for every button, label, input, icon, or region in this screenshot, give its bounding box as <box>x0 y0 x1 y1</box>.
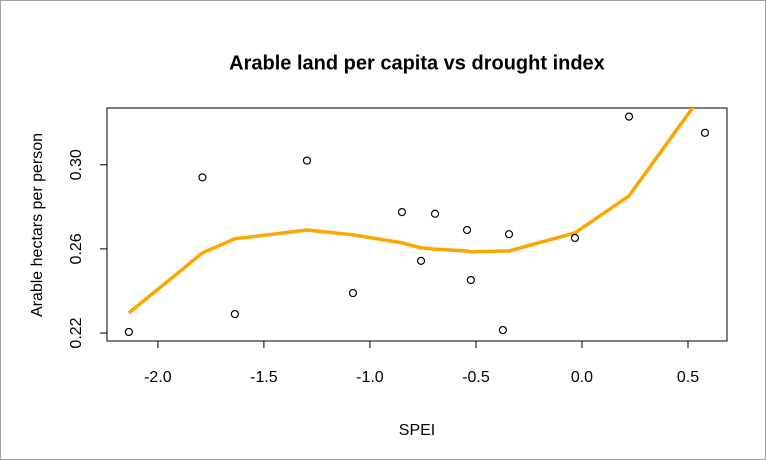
point <box>570 233 580 243</box>
x-tick-label: -1.0 <box>356 369 384 386</box>
point <box>430 209 440 218</box>
x-axis-label: SPEI <box>399 422 435 439</box>
point <box>230 309 239 319</box>
point <box>124 327 133 337</box>
plot-box <box>106 107 728 342</box>
chart-title: Arable land per capita vs drought index <box>229 52 605 74</box>
y-tick-label: 0.26 <box>68 233 85 264</box>
point <box>624 112 634 121</box>
y-tick-label: 0.22 <box>68 317 85 348</box>
point <box>416 256 426 265</box>
x-tick-label: -0.5 <box>462 369 490 386</box>
point <box>700 128 710 137</box>
y-tick-label: 0.30 <box>68 149 85 180</box>
trend-line <box>127 108 695 315</box>
point <box>466 275 475 285</box>
point <box>198 173 207 182</box>
x-tick-label: -1.5 <box>250 369 278 386</box>
x-tick-label: -2.0 <box>144 369 172 386</box>
point <box>397 207 407 217</box>
point <box>504 230 514 239</box>
y-axis-label: Arable hectars per person <box>29 133 46 317</box>
point <box>498 325 507 335</box>
point <box>348 288 358 298</box>
x-tick-label: 0.0 <box>571 369 593 386</box>
x-tick-label: 0.5 <box>677 369 699 386</box>
point <box>302 156 312 165</box>
point <box>462 225 472 235</box>
